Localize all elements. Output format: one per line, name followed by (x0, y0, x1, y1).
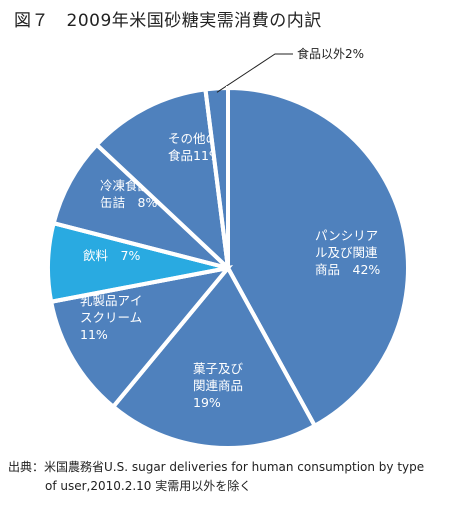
pie-slice (226, 85, 410, 429)
slice-label: 飲料 7% (83, 248, 140, 263)
source-line-2: of user,2010.2.10 実需用以外を除く (45, 479, 252, 493)
slice-separator (48, 266, 229, 305)
pie-chart: パンシリアル及び関連商品 42% 菓子及び関連商品 19% 乳製品アイスクリーム 11%… (46, 46, 410, 450)
slice-separator (93, 141, 230, 270)
slice-separator (226, 267, 318, 429)
slice-label: その他の食品11% (168, 131, 221, 163)
source-note: 出典：米国農務省U.S. sugar deliveries for human … (8, 458, 448, 496)
pie-slice (48, 264, 234, 410)
slice-label: 乳製品アイスクリーム 11% (80, 293, 143, 342)
slice-label: パンシリアル及び関連商品 42% (315, 228, 380, 277)
slice-label-external: 食品以外2% (297, 46, 364, 61)
source-line-1: 出典：米国農務省U.S. sugar deliveries for human … (8, 460, 425, 474)
chart-title: 図７ 2009年米国砂糖実需消費の内訳 (14, 11, 322, 31)
slice-separator (110, 266, 230, 410)
slice-separator (203, 87, 230, 269)
pie-slice (93, 87, 231, 274)
slice-label: 菓子及び関連商品 19% (193, 361, 244, 410)
pie-slice (110, 264, 318, 450)
leader-line (216, 53, 293, 93)
slice-separator (51, 220, 229, 270)
